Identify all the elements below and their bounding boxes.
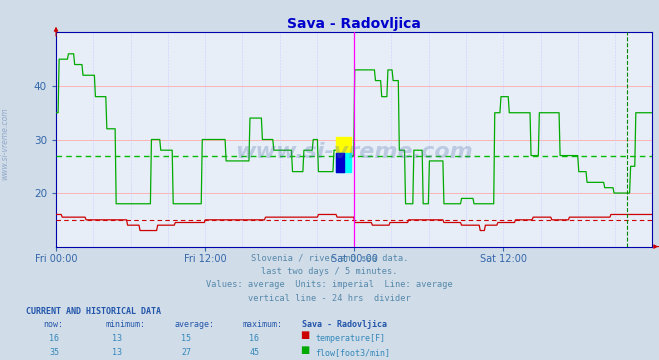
Title: Sava - Radovljica: Sava - Radovljica	[287, 17, 421, 31]
Text: www.si-vreme.com: www.si-vreme.com	[1, 108, 10, 180]
Text: last two days / 5 minutes.: last two days / 5 minutes.	[261, 267, 398, 276]
Text: 13: 13	[112, 348, 122, 357]
Text: maximum:: maximum:	[243, 320, 283, 329]
Text: flow[foot3/min]: flow[foot3/min]	[315, 348, 390, 357]
Text: Slovenia / river and sea data.: Slovenia / river and sea data.	[251, 254, 408, 263]
Text: 13: 13	[112, 334, 122, 343]
Text: 16: 16	[49, 334, 59, 343]
Text: 15: 15	[181, 334, 191, 343]
Text: Sava - Radovljica: Sava - Radovljica	[302, 320, 387, 329]
Text: 35: 35	[49, 348, 59, 357]
Text: now:: now:	[43, 320, 63, 329]
Text: average:: average:	[175, 320, 215, 329]
Text: vertical line - 24 hrs  divider: vertical line - 24 hrs divider	[248, 294, 411, 303]
Text: ■: ■	[300, 330, 309, 341]
Text: minimum:: minimum:	[105, 320, 146, 329]
Text: CURRENT AND HISTORICAL DATA: CURRENT AND HISTORICAL DATA	[26, 307, 161, 316]
Text: temperature[F]: temperature[F]	[315, 334, 385, 343]
Text: 27: 27	[181, 348, 191, 357]
Text: 45: 45	[249, 348, 259, 357]
Text: Values: average  Units: imperial  Line: average: Values: average Units: imperial Line: av…	[206, 280, 453, 289]
Text: 16: 16	[249, 334, 259, 343]
Text: www.si-vreme.com: www.si-vreme.com	[235, 142, 473, 162]
Text: ■: ■	[300, 345, 309, 355]
